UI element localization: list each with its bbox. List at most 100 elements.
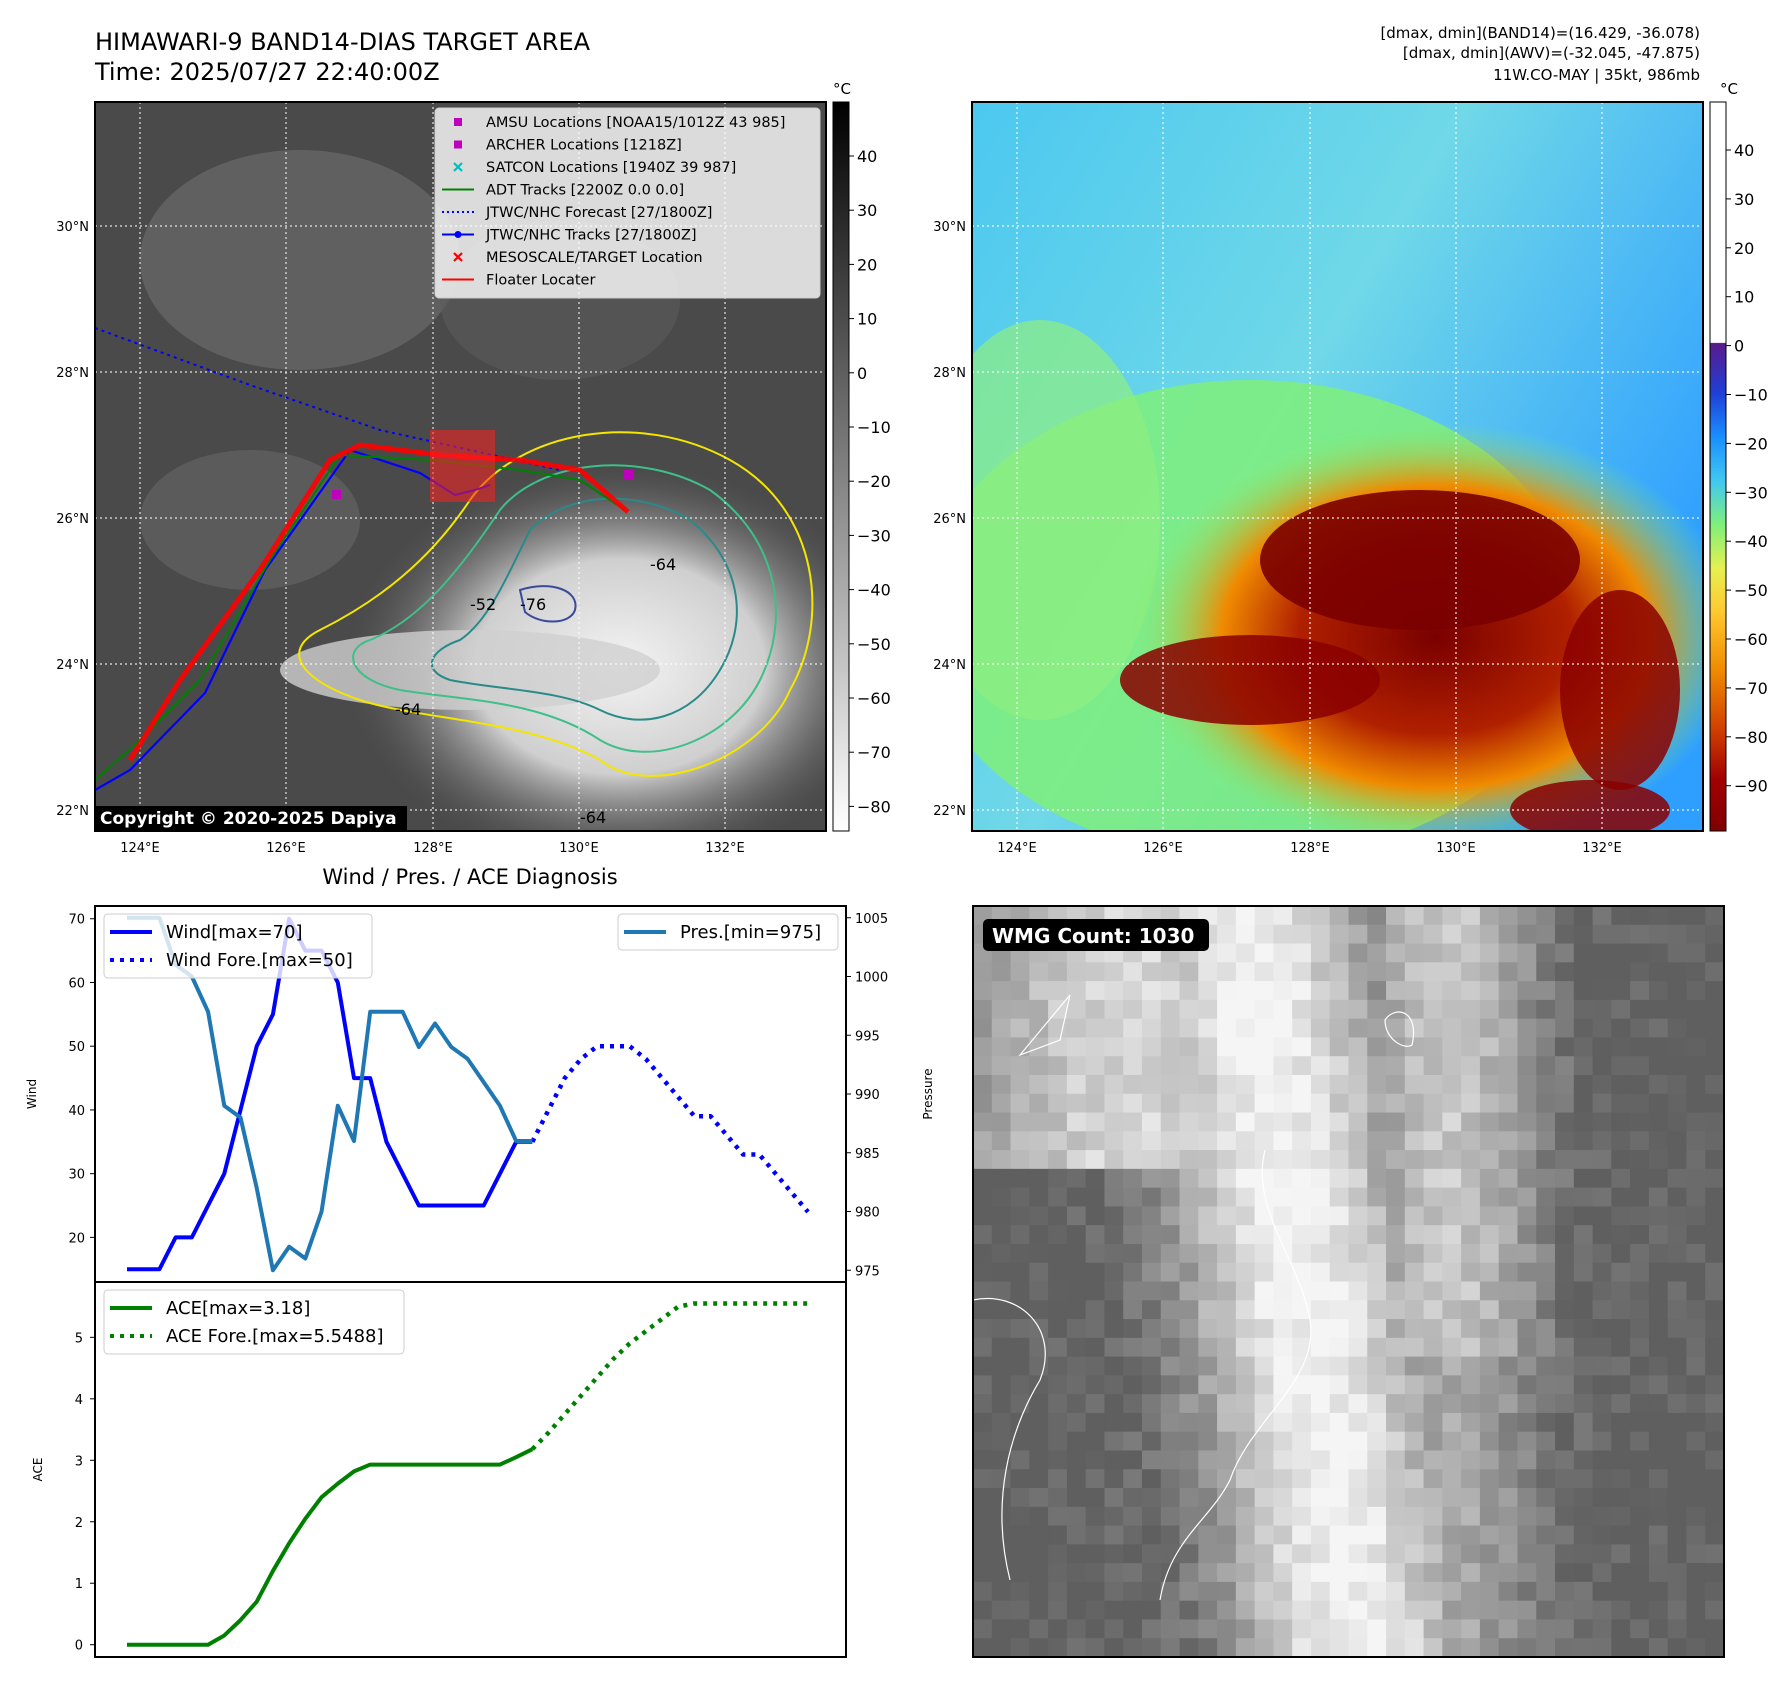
wmg-cell bbox=[1066, 1074, 1087, 1095]
wmg-cell bbox=[1404, 1187, 1425, 1207]
wmg-cell bbox=[1348, 1093, 1368, 1114]
wmg-cell bbox=[991, 962, 1012, 982]
wmg-cell bbox=[1686, 1168, 1706, 1189]
wmg-cell bbox=[1141, 1525, 1162, 1545]
wmg-cell bbox=[1573, 1056, 1594, 1076]
wmg-cell bbox=[1498, 1187, 1518, 1207]
wmg-cell bbox=[1123, 1131, 1143, 1151]
wmg-cell bbox=[1160, 1394, 1181, 1414]
wmg-cell bbox=[1611, 1619, 1631, 1639]
wmg-cell bbox=[1630, 1131, 1650, 1151]
wmg-cell bbox=[1160, 1619, 1181, 1639]
wmg-cell bbox=[1235, 1319, 1256, 1339]
wmg-cell bbox=[1517, 1056, 1537, 1076]
wmg-cell bbox=[1104, 1243, 1124, 1264]
copyright-box bbox=[95, 806, 407, 831]
wmg-cell bbox=[1010, 1131, 1030, 1151]
wmg-cell bbox=[1292, 1431, 1312, 1451]
wmg-cell bbox=[1573, 1300, 1594, 1320]
wmg-cell bbox=[973, 1544, 993, 1564]
wmg-cell bbox=[1404, 962, 1425, 982]
wmg-cell bbox=[1479, 1619, 1500, 1639]
wmg-cell bbox=[1611, 1394, 1631, 1414]
wmg-cell bbox=[1648, 1412, 1669, 1433]
wmg-cell bbox=[1686, 1150, 1706, 1170]
wmg-cell bbox=[1160, 1056, 1181, 1076]
wmg-cell bbox=[1254, 924, 1274, 945]
wmg-cell bbox=[1536, 1619, 1556, 1639]
wmg-cell bbox=[1517, 1074, 1537, 1095]
wmg-cell bbox=[1461, 1093, 1481, 1114]
wmg-cell bbox=[1630, 1375, 1650, 1395]
wmg-cell bbox=[1123, 1300, 1143, 1320]
wmg-cell bbox=[1386, 1356, 1406, 1376]
wmg-cell bbox=[1010, 1525, 1030, 1545]
wmg-cell bbox=[1198, 999, 1218, 1020]
wmg-cell bbox=[1461, 1600, 1481, 1620]
wmg-cell bbox=[1648, 1469, 1669, 1489]
wmg-cell bbox=[1104, 1319, 1124, 1339]
wmg-cell bbox=[1705, 1131, 1724, 1151]
wmg-cell bbox=[1235, 1262, 1256, 1282]
wmg-cell bbox=[1367, 1600, 1387, 1620]
wmg-cell bbox=[1217, 1488, 1237, 1508]
wmg-cell bbox=[1235, 1525, 1256, 1545]
wmg-cell bbox=[1123, 1187, 1143, 1207]
wmg-cell bbox=[1104, 981, 1124, 1001]
wmg-cell bbox=[1141, 1281, 1162, 1301]
wmg-cell bbox=[973, 1506, 993, 1527]
wmg-cell bbox=[1066, 1469, 1087, 1489]
wmg-coastline bbox=[1018, 994, 1071, 1057]
wmg-cell bbox=[1555, 1319, 1575, 1339]
wmg-cell bbox=[1367, 1018, 1387, 1038]
wmg-cell bbox=[1573, 1356, 1594, 1376]
wmg-cell bbox=[1292, 1243, 1312, 1264]
wmg-cell bbox=[1217, 1394, 1237, 1414]
wmg-cell bbox=[1141, 1375, 1162, 1395]
wmg-cell bbox=[1386, 1225, 1406, 1245]
wmg-cell bbox=[1217, 1150, 1237, 1170]
wmg-cell bbox=[1592, 1525, 1612, 1545]
wmg-cell bbox=[1611, 1431, 1631, 1451]
wmg-cell bbox=[1066, 1168, 1087, 1189]
wmg-cell bbox=[991, 1337, 1012, 1358]
wmg-cell bbox=[1310, 962, 1331, 982]
wmg-cell bbox=[1254, 1581, 1274, 1602]
awv-colorbar-unit: °C bbox=[1720, 80, 1738, 98]
wmg-cell bbox=[1442, 1581, 1462, 1602]
wmg-cell bbox=[1254, 1544, 1274, 1564]
wmg-cell bbox=[1198, 1525, 1218, 1545]
wmg-cell bbox=[1179, 1131, 1199, 1151]
contour-label: -64 bbox=[580, 808, 606, 827]
wmg-cell bbox=[1029, 981, 1049, 1001]
wmg-cell bbox=[1461, 1337, 1481, 1358]
wmg-cell bbox=[1498, 1056, 1518, 1076]
wmg-cell bbox=[1686, 1281, 1706, 1301]
wmg-cell bbox=[1461, 1412, 1481, 1433]
wmg-cell bbox=[1667, 1300, 1687, 1320]
wmg-cell bbox=[1686, 1450, 1706, 1470]
wmg-cell bbox=[1310, 1563, 1331, 1583]
wmg-cell bbox=[1442, 1600, 1462, 1620]
wmg-cell bbox=[1066, 962, 1087, 982]
wmg-cell bbox=[1386, 1431, 1406, 1451]
wmg-cell bbox=[973, 1300, 993, 1320]
wmg-cell bbox=[1705, 1600, 1724, 1620]
wmg-cell bbox=[1104, 1150, 1124, 1170]
wmg-cell bbox=[1648, 1243, 1669, 1264]
wmg-cell bbox=[1461, 1056, 1481, 1076]
wmg-cell bbox=[1141, 1563, 1162, 1583]
wmg-cell bbox=[1479, 1093, 1500, 1114]
wmg-cell bbox=[1555, 1431, 1575, 1451]
wmg-cell bbox=[1310, 1619, 1331, 1639]
wmg-cell bbox=[973, 1319, 993, 1339]
wmg-cell bbox=[1686, 1056, 1706, 1076]
legend-label: Wind[max=70] bbox=[166, 922, 303, 943]
wmg-cell bbox=[1667, 1600, 1687, 1620]
wmg-cell bbox=[1329, 1450, 1349, 1470]
wmg-cell bbox=[973, 962, 993, 982]
wmg-cell bbox=[1404, 1074, 1425, 1095]
wmg-cell bbox=[1104, 1600, 1124, 1620]
wmg-cell bbox=[1536, 999, 1556, 1020]
wmg-cell bbox=[1404, 1431, 1425, 1451]
